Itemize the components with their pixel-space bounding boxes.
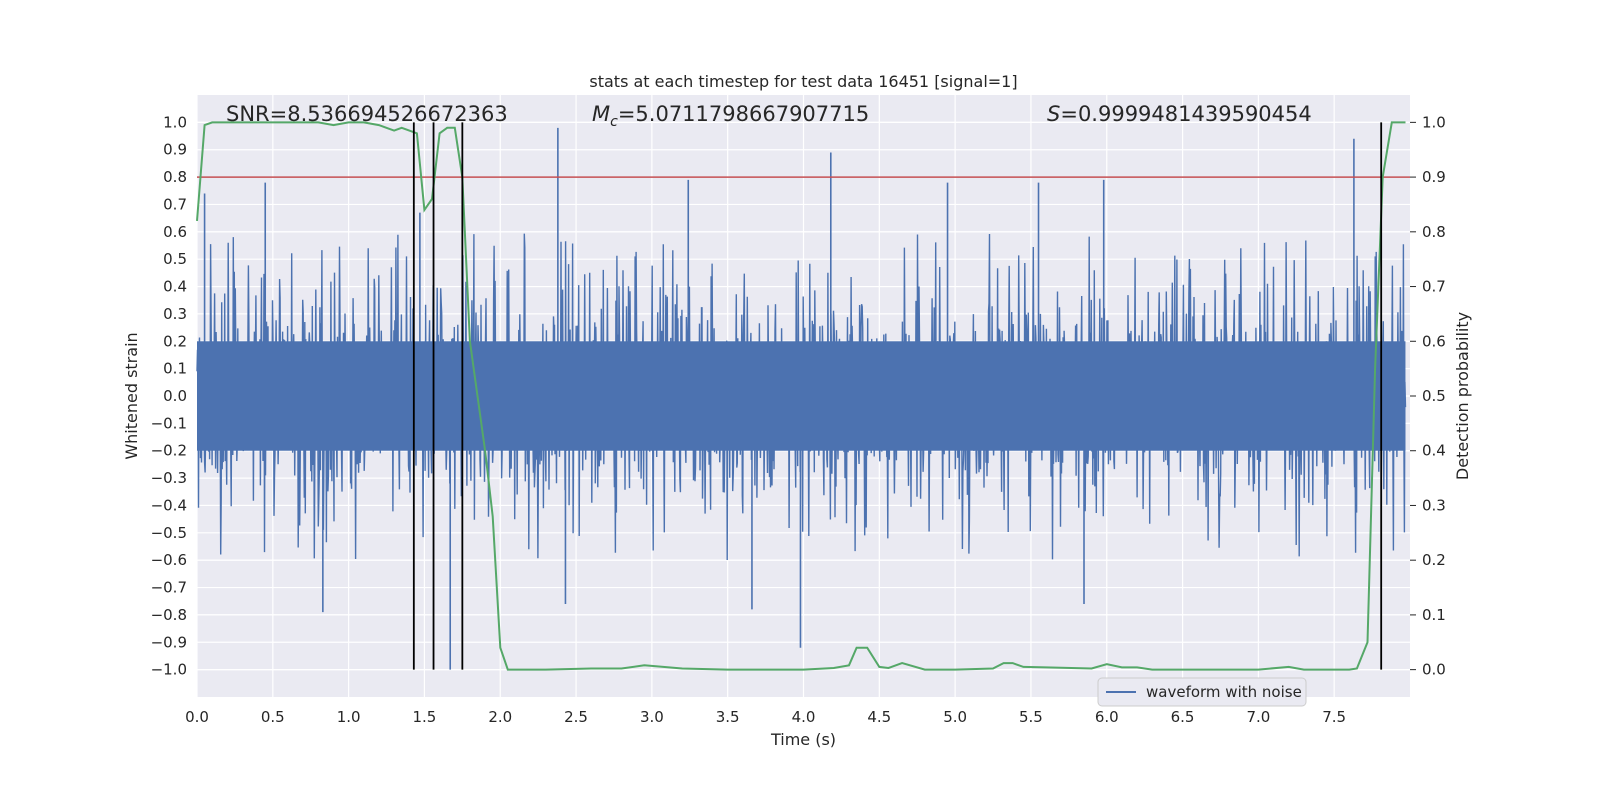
y-left-tick-label: −0.4 xyxy=(151,496,187,514)
x-tick-label: 7.5 xyxy=(1322,708,1346,726)
legend-label-waveform: waveform with noise xyxy=(1146,683,1302,701)
chirp-mass-subscript: c xyxy=(610,114,618,130)
x-tick-label: 4.0 xyxy=(792,708,816,726)
score-value: =0.9999481439590454 xyxy=(1060,102,1311,126)
y-left-tick-label: 0.7 xyxy=(163,195,187,213)
x-tick-label: 1.0 xyxy=(337,708,361,726)
x-tick-label: 3.0 xyxy=(640,708,664,726)
y-left-tick-label: 0.0 xyxy=(163,387,187,405)
x-tick-label: 5.5 xyxy=(1019,708,1043,726)
waveform-series xyxy=(196,127,1407,670)
chart-title: stats at each timestep for test data 164… xyxy=(589,72,1017,91)
y-left-tick-label: 0.4 xyxy=(163,278,187,296)
x-tick-label: 0.0 xyxy=(185,708,209,726)
y-left-tick-label: 0.3 xyxy=(163,305,187,323)
y-right-tick-label: 0.2 xyxy=(1422,551,1446,569)
legend-box xyxy=(1097,677,1307,707)
x-axis-label: Time (s) xyxy=(770,730,836,749)
y-left-tick-label: 0.6 xyxy=(163,223,187,241)
y-left-tick-label: −0.9 xyxy=(151,633,187,651)
y-right-tick-label: 0.3 xyxy=(1422,496,1446,514)
y-left-tick-label: −0.1 xyxy=(151,414,187,432)
y-right-tick-label: 0.5 xyxy=(1422,387,1446,405)
x-tick-label: 6.5 xyxy=(1171,708,1195,726)
y-right-tick-label: 0.9 xyxy=(1422,168,1446,186)
probability-line xyxy=(196,121,1406,671)
y-axis-label-right: Detection probability xyxy=(1453,312,1472,480)
x-tick-label: 6.0 xyxy=(1095,708,1119,726)
y-left-tick-label: 0.5 xyxy=(163,250,187,268)
y-left-tick-label: −0.3 xyxy=(151,469,187,487)
y-right-tick-label: 0.4 xyxy=(1422,442,1446,460)
y-left-tick-label: −0.6 xyxy=(151,551,187,569)
score-symbol: S xyxy=(1047,102,1060,126)
x-tick-label: 0.5 xyxy=(261,708,285,726)
y-left-tick-label: 0.8 xyxy=(163,168,187,186)
y-right-tick-label: 0.6 xyxy=(1422,332,1446,350)
x-tick-label: 5.0 xyxy=(943,708,967,726)
x-tick-label: 4.5 xyxy=(867,708,891,726)
tick-labels: 0.0 0.5 1.0 1.5 2.0 2.5 3.0 3.5 4.0 4.5 5.0 5.5 6.0 6… xyxy=(151,113,1446,726)
y-right-tick-label: 0.1 xyxy=(1422,606,1446,624)
y-left-tick-label: 0.2 xyxy=(163,332,187,350)
y-right-tick-label: 1.0 xyxy=(1422,113,1446,131)
snr-annotation: SNR=8.536694526672363 xyxy=(226,102,508,126)
y-left-tick-label: −0.8 xyxy=(151,606,187,624)
marker-lines xyxy=(412,122,1383,670)
y-right-tick-label: 0.8 xyxy=(1422,223,1446,241)
y-axis-label-left: Whitened strain xyxy=(122,332,141,459)
y-left-tick-label: −0.7 xyxy=(151,579,187,597)
score-annotation: S=0.9999481439590454 xyxy=(1047,102,1312,126)
y-left-tick-label: 0.9 xyxy=(163,141,187,159)
y-right-tick-label: 0.7 xyxy=(1422,278,1446,296)
chirp-mass-annotation: Mc=5.0711798667907715 xyxy=(592,102,869,130)
x-tick-label: 3.5 xyxy=(716,708,740,726)
legend: waveform with noise xyxy=(1097,677,1307,707)
x-tick-label: 1.5 xyxy=(413,708,437,726)
chirp-mass-symbol: M xyxy=(592,102,610,126)
probability-series xyxy=(196,121,1410,671)
x-tick-label: 2.5 xyxy=(564,708,588,726)
y-left-tick-label: −0.5 xyxy=(151,524,187,542)
y-left-tick-label: −0.2 xyxy=(151,442,187,460)
x-tick-label: 7.0 xyxy=(1246,708,1270,726)
chirp-mass-value: =5.0711798667907715 xyxy=(618,102,869,126)
y-right-tick-label: 0.0 xyxy=(1422,661,1446,679)
x-tick-label: 2.0 xyxy=(488,708,512,726)
y-left-tick-label: −1.0 xyxy=(151,661,187,679)
y-left-tick-label: 0.1 xyxy=(163,360,187,378)
y-left-tick-label: 1.0 xyxy=(163,113,187,131)
